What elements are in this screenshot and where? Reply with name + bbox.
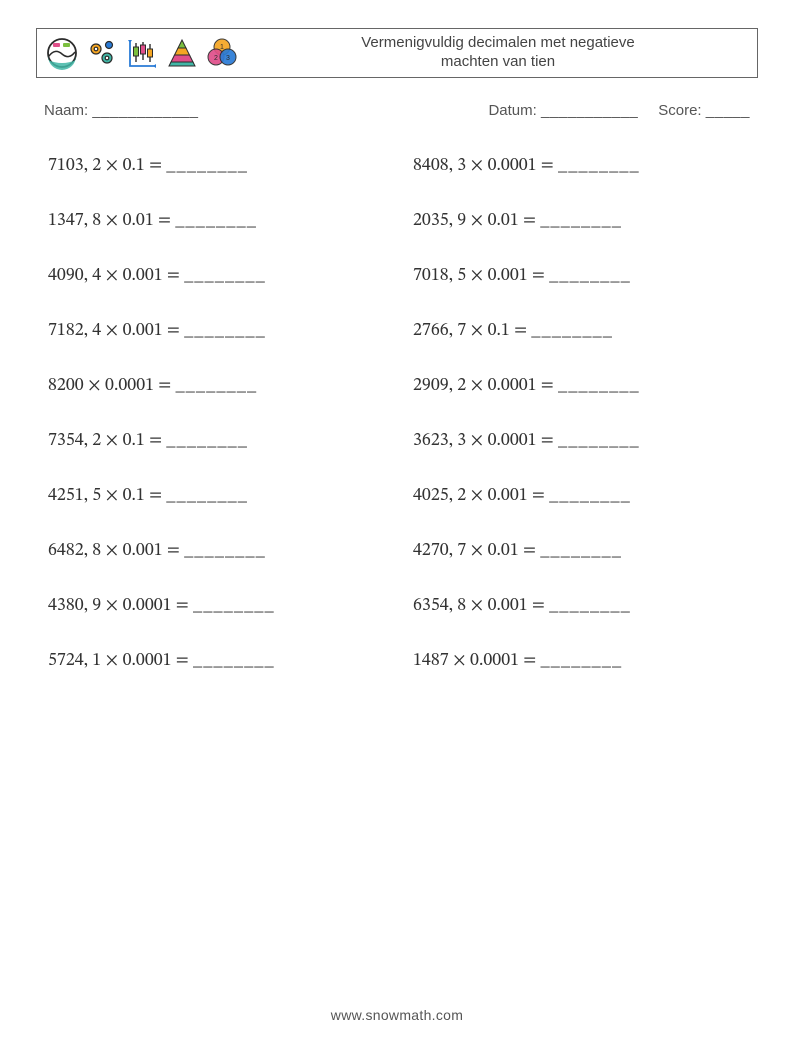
problem-text: 7103, 2 × 0.1 = (48, 157, 162, 175)
answer-blank[interactable]: ________ (184, 322, 266, 340)
problem-text: 2035, 9 × 0.01 = (413, 212, 536, 230)
worksheet-header: 1 2 3 Vermenigvuldig decimalen met negat… (36, 28, 758, 78)
problem-right-4: 2909, 2 × 0.0001 = ________ (413, 375, 746, 398)
problem-right-2: 7018, 5 × 0.001 = ________ (413, 265, 746, 288)
answer-blank[interactable]: ________ (540, 212, 622, 230)
problem-left-9: 5724, 1 × 0.0001 = ________ (48, 650, 381, 673)
problem-text: 1347, 8 × 0.01 = (48, 212, 171, 230)
problem-text: 4380, 9 × 0.0001 = (48, 597, 189, 615)
answer-blank[interactable]: ________ (184, 542, 266, 560)
problem-text: 8200 × 0.0001 = (48, 377, 171, 395)
score-blank[interactable]: _____ (706, 102, 750, 119)
problem-right-5: 3623, 3 × 0.0001 = ________ (413, 430, 746, 453)
date-field: Datum: ___________ (488, 102, 638, 119)
problem-text: 6482, 8 × 0.001 = (48, 542, 180, 560)
problem-right-7: 4270, 7 × 0.01 = ________ (413, 540, 746, 563)
problem-left-6: 4251, 5 × 0.1 = ________ (48, 485, 381, 508)
answer-blank[interactable]: ________ (558, 157, 640, 175)
answer-blank[interactable]: ________ (175, 377, 257, 395)
meta-row: Naam: ____________ Datum: ___________ Sc… (36, 102, 758, 119)
problem-text: 4251, 5 × 0.1 = (48, 487, 162, 505)
answer-blank[interactable]: ________ (558, 377, 640, 395)
problem-text: 1487 × 0.0001 = (413, 652, 536, 670)
answer-blank[interactable]: ________ (540, 542, 622, 560)
problem-left-5: 7354, 2 × 0.1 = ________ (48, 430, 381, 453)
problem-text: 6354, 8 × 0.001 = (413, 597, 545, 615)
answer-blank[interactable]: ________ (549, 487, 631, 505)
venn-icon: 1 2 3 (205, 36, 239, 70)
problem-right-8: 6354, 8 × 0.001 = ________ (413, 595, 746, 618)
name-blank[interactable]: ____________ (92, 102, 198, 119)
title-line-2: machten van tien (247, 53, 749, 72)
worksheet-title: Vermenigvuldig decimalen met negatieve m… (247, 29, 757, 77)
problem-right-0: 8408, 3 × 0.0001 = ________ (413, 155, 746, 178)
problem-text: 4025, 2 × 0.001 = (413, 487, 545, 505)
problem-left-0: 7103, 2 × 0.1 = ________ (48, 155, 381, 178)
problem-left-1: 1347, 8 × 0.01 = ________ (48, 210, 381, 233)
problems-grid: 7103, 2 × 0.1 = ________ 8408, 3 × 0.000… (36, 155, 758, 673)
problem-text: 4090, 4 × 0.001 = (48, 267, 180, 285)
gears-icon (85, 36, 119, 70)
problem-text: 5724, 1 × 0.0001 = (48, 652, 189, 670)
score-label: Score: (658, 102, 701, 119)
answer-blank[interactable]: ________ (549, 267, 631, 285)
problem-text: 8408, 3 × 0.0001 = (413, 157, 554, 175)
answer-blank[interactable]: ________ (193, 597, 275, 615)
score-field: Score: _____ (658, 102, 750, 119)
answer-blank[interactable]: ________ (166, 432, 248, 450)
date-blank[interactable]: ___________ (541, 102, 638, 119)
candlestick-icon (125, 36, 159, 70)
title-line-1: Vermenigvuldig decimalen met negatieve (247, 34, 749, 53)
problem-text: 2766, 7 × 0.1 = (413, 322, 527, 340)
problem-text: 4270, 7 × 0.01 = (413, 542, 536, 560)
chart-circle-icon (45, 36, 79, 70)
header-icon-row: 1 2 3 (37, 29, 247, 77)
answer-blank[interactable]: ________ (184, 267, 266, 285)
problem-text: 3623, 3 × 0.0001 = (413, 432, 554, 450)
problem-right-3: 2766, 7 × 0.1 = ________ (413, 320, 746, 343)
problem-left-7: 6482, 8 × 0.001 = ________ (48, 540, 381, 563)
problem-text: 7354, 2 × 0.1 = (48, 432, 162, 450)
problem-text: 7182, 4 × 0.001 = (48, 322, 180, 340)
name-label: Naam: (44, 102, 88, 119)
answer-blank[interactable]: ________ (175, 212, 257, 230)
answer-blank[interactable]: ________ (166, 487, 248, 505)
problem-right-9: 1487 × 0.0001 = ________ (413, 650, 746, 673)
problem-right-6: 4025, 2 × 0.001 = ________ (413, 485, 746, 508)
answer-blank[interactable]: ________ (193, 652, 275, 670)
svg-text:1: 1 (220, 44, 224, 51)
name-field: Naam: ____________ (44, 102, 198, 119)
problem-left-2: 4090, 4 × 0.001 = ________ (48, 265, 381, 288)
answer-blank[interactable]: ________ (558, 432, 640, 450)
problem-text: 7018, 5 × 0.001 = (413, 267, 545, 285)
answer-blank[interactable]: ________ (549, 597, 631, 615)
problem-right-1: 2035, 9 × 0.01 = ________ (413, 210, 746, 233)
date-label: Datum: (488, 102, 536, 119)
problem-text: 2909, 2 × 0.0001 = (413, 377, 554, 395)
answer-blank[interactable]: ________ (166, 157, 248, 175)
svg-text:3: 3 (226, 55, 230, 62)
answer-blank[interactable]: ________ (540, 652, 622, 670)
problem-left-4: 8200 × 0.0001 = ________ (48, 375, 381, 398)
problem-left-8: 4380, 9 × 0.0001 = ________ (48, 595, 381, 618)
svg-text:2: 2 (214, 55, 218, 62)
answer-blank[interactable]: ________ (531, 322, 613, 340)
footer-url: www.snowmath.com (0, 1007, 794, 1023)
problem-left-3: 7182, 4 × 0.001 = ________ (48, 320, 381, 343)
pyramid-icon (165, 36, 199, 70)
